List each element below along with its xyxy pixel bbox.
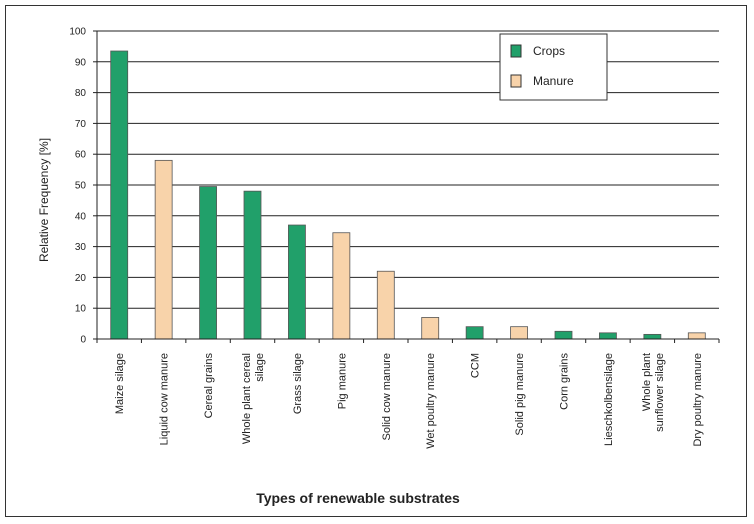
x-tick-label: Pig manure xyxy=(336,353,348,409)
bars xyxy=(110,50,706,340)
x-tick-label: Grass silage xyxy=(292,353,304,414)
bar xyxy=(154,159,173,340)
bar xyxy=(376,270,395,340)
bar xyxy=(332,232,351,340)
bar xyxy=(599,332,617,340)
legend-label-manure: Manure xyxy=(533,74,574,88)
x-tick-label: Solid cow manure xyxy=(381,353,393,440)
bar xyxy=(288,224,306,340)
legend-swatch-crops xyxy=(510,44,522,58)
x-tick-label: Liquid cow manure xyxy=(159,353,171,445)
bar xyxy=(421,317,440,340)
bar xyxy=(199,186,217,340)
x-tick-label: Wet poultry manure xyxy=(425,353,437,449)
bar xyxy=(643,333,662,340)
legend-label-crops: Crops xyxy=(533,44,565,58)
y-tick-label: 50 xyxy=(75,181,87,192)
x-tick-label: Cereal grains xyxy=(203,353,215,419)
y-tick-label: 40 xyxy=(75,211,87,222)
axes xyxy=(93,30,720,343)
x-tick-label: Maize silage xyxy=(114,353,126,414)
tick-labels: 0 10 20 30 40 50 60 70 80 90 100 Maize silage Liquid… xyxy=(69,27,703,449)
bar xyxy=(243,190,262,340)
x-tick-label: CCM xyxy=(470,353,482,378)
gridlines xyxy=(97,30,719,309)
bar xyxy=(110,50,129,340)
bar xyxy=(687,332,706,340)
bar xyxy=(510,326,528,340)
y-tick-label: 70 xyxy=(75,119,87,130)
x-axis-title: Types of renewable substrates xyxy=(256,490,460,506)
bar xyxy=(465,326,484,340)
x-tick-label: Lieschkolbensilage xyxy=(603,353,615,446)
y-tick-label: 80 xyxy=(75,88,87,99)
legend-swatch-manure xyxy=(510,74,522,88)
x-tick-label: Dry poultry manure xyxy=(692,353,704,447)
y-tick-label: 10 xyxy=(75,304,87,315)
y-axis-title: Relative Frequency [%] xyxy=(37,138,51,262)
x-tick-label: Corn grains xyxy=(559,353,571,410)
bar xyxy=(554,330,573,340)
y-tick-label: 0 xyxy=(80,335,86,346)
y-tick-label: 100 xyxy=(69,27,86,38)
bar-chart: 0 10 20 30 40 50 60 70 80 90 100 Maize silage Liquid… xyxy=(37,27,720,506)
legend: Crops Manure xyxy=(499,33,608,101)
chart-frame: 0 10 20 30 40 50 60 70 80 90 100 Maize silage Liquid… xyxy=(5,5,747,517)
y-tick-label: 60 xyxy=(75,150,87,161)
y-tick-label: 90 xyxy=(75,57,87,68)
x-tick-label: Whole plant cerealsilage xyxy=(241,353,266,444)
y-tick-label: 30 xyxy=(75,242,87,253)
y-tick-label: 20 xyxy=(75,273,87,284)
x-tick-label: Whole plantsunflower silage xyxy=(641,353,666,432)
x-tick-label: Solid pig manure xyxy=(514,353,526,436)
